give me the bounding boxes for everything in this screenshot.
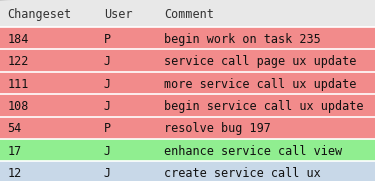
Text: J: J — [104, 145, 111, 158]
Bar — [0, 27, 375, 49]
Text: 111: 111 — [8, 77, 29, 90]
Text: 54: 54 — [8, 122, 22, 135]
Bar — [0, 49, 375, 72]
Text: User: User — [104, 8, 132, 21]
Text: 122: 122 — [8, 55, 29, 68]
Text: enhance service call view: enhance service call view — [164, 145, 342, 158]
Text: 184: 184 — [8, 33, 29, 46]
Bar — [0, 117, 375, 139]
Bar — [0, 161, 375, 181]
Text: resolve bug 197: resolve bug 197 — [164, 122, 271, 135]
Text: P: P — [104, 33, 111, 46]
Text: J: J — [104, 100, 111, 113]
Text: 17: 17 — [8, 145, 22, 158]
Text: begin work on task 235: begin work on task 235 — [164, 33, 321, 46]
Text: 108: 108 — [8, 100, 29, 113]
Bar — [0, 72, 375, 94]
Text: begin service call ux update: begin service call ux update — [164, 100, 363, 113]
Bar — [0, 94, 375, 117]
Bar — [0, 139, 375, 161]
Text: more service call ux update: more service call ux update — [164, 77, 356, 90]
Text: J: J — [104, 77, 111, 90]
Text: P: P — [104, 122, 111, 135]
Text: create service call ux: create service call ux — [164, 167, 321, 180]
Text: J: J — [104, 55, 111, 68]
Text: J: J — [104, 167, 111, 180]
Bar — [0, 0, 375, 27]
Text: Changeset: Changeset — [8, 8, 72, 21]
Text: service call page ux update: service call page ux update — [164, 55, 356, 68]
Text: 12: 12 — [8, 167, 22, 180]
Text: Comment: Comment — [164, 8, 214, 21]
